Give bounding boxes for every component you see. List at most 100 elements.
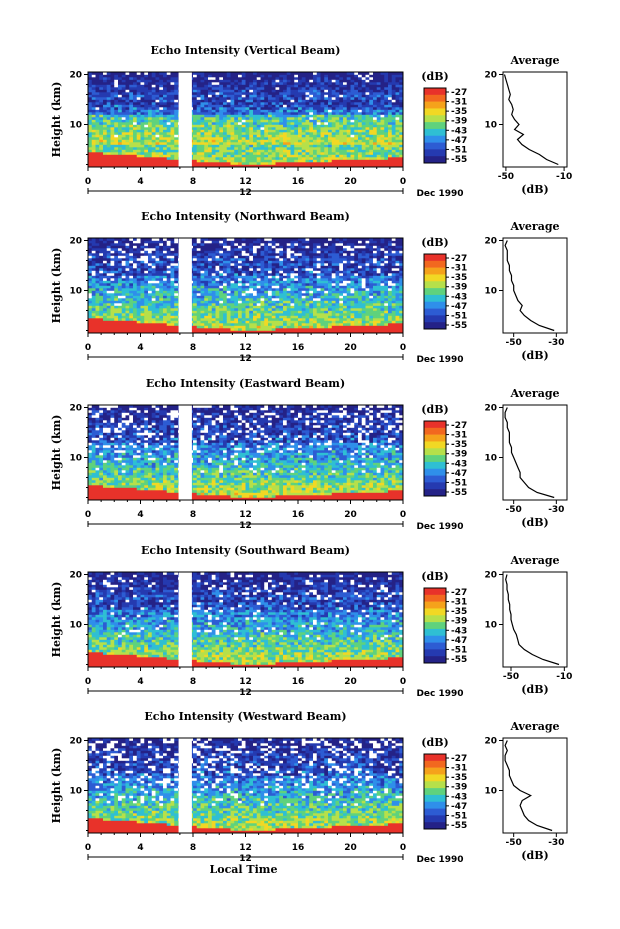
heatmap-cell [144, 99, 149, 103]
heatmap-cell [95, 84, 100, 88]
heatmap-cell [230, 315, 235, 319]
heatmap-cell [324, 127, 329, 130]
heatmap-cell [129, 298, 134, 301]
heatmap-cell [155, 162, 160, 165]
heatmap-cell [290, 124, 295, 128]
heatmap-cell [163, 102, 168, 105]
heatmap-cell [245, 305, 250, 309]
heatmap-cell [174, 132, 179, 135]
heatmap-cell [133, 137, 138, 140]
heatmap-cell [376, 89, 381, 93]
heatmap-cell [309, 109, 314, 113]
heatmap-cell [196, 250, 201, 254]
heatmap-cell [163, 144, 168, 148]
heatmap-cell [125, 92, 130, 95]
heatmap-cell [219, 122, 224, 125]
heatmap-cell [230, 308, 235, 311]
heatmap-cell [324, 157, 329, 160]
heatmap-cell [151, 310, 156, 314]
heatmap-cell [358, 97, 363, 100]
heatmap-cell [320, 124, 325, 128]
heatmap-cell [388, 79, 393, 83]
heatmap-cell [151, 238, 156, 241]
heatmap-cell [125, 114, 130, 118]
heatmap-cell [376, 147, 381, 150]
heatmap-cell [391, 137, 396, 140]
heatmap-cell [376, 102, 381, 105]
heatmap-cell [223, 89, 228, 93]
heatmap-cell [166, 104, 171, 108]
heatmap-cell [144, 134, 149, 138]
heatmap-cell [170, 305, 175, 309]
heatmap-cell [238, 72, 243, 75]
heatmap-cell [279, 154, 284, 158]
heatmap-cell [144, 245, 149, 249]
heatmap-cell [151, 84, 156, 88]
heatmap-cell [391, 142, 396, 145]
heatmap-cell [151, 268, 156, 271]
heatmap-cell [121, 330, 126, 334]
heatmap-cell [264, 84, 269, 88]
heatmap-cell [391, 162, 396, 165]
heatmap-cell [144, 263, 149, 266]
heatmap-cell [174, 288, 179, 291]
heatmap-cell [283, 77, 288, 80]
heatmap-cell [343, 112, 348, 115]
heatmap-cell [159, 243, 164, 246]
heatmap-cell [148, 117, 153, 120]
heatmap-cell [264, 117, 269, 120]
heatmap-cell [215, 275, 220, 279]
heatmap-cell [110, 328, 115, 331]
heatmap-cell [95, 97, 100, 100]
heatmap-cell [245, 107, 250, 110]
heatmap-cell [260, 129, 265, 133]
heatmap-cell [279, 152, 284, 155]
heatmap-cell [279, 127, 284, 130]
heatmap-cell [129, 164, 134, 168]
heatmap-cell [133, 323, 138, 326]
heatmap-cell [253, 320, 258, 324]
heatmap-cell [238, 92, 243, 95]
y-tick-label: 20 [69, 71, 82, 81]
heatmap-cell [234, 149, 239, 153]
panel-2: Echo Intensity (Northward Beam)2010Heigh… [50, 210, 568, 365]
heatmap-cell [140, 102, 145, 105]
heatmap-cell [238, 94, 243, 98]
heatmap-cell [283, 157, 288, 160]
heatmap-cell [129, 87, 134, 90]
heatmap-cell [103, 112, 108, 115]
heatmap-cell [253, 87, 258, 90]
heatmap-cell [208, 122, 213, 125]
heatmap-cell [335, 129, 340, 133]
heatmap-cell [346, 109, 351, 113]
heatmap-cell [166, 325, 171, 329]
heatmap-cell [249, 129, 254, 133]
heatmap-cell [361, 109, 366, 113]
heatmap-cell [200, 134, 205, 138]
heatmap-cell [125, 147, 130, 150]
heatmap-cell [211, 89, 216, 93]
heatmap-cell [264, 109, 269, 113]
heatmap-cell [200, 300, 205, 304]
heatmap-cell [320, 109, 325, 113]
heatmap-cell [388, 107, 393, 110]
heatmap-cell [211, 325, 216, 329]
heatmap-cell [328, 132, 333, 135]
heatmap-cell [125, 320, 130, 324]
heatmap-cell [148, 270, 153, 274]
heatmap-cell [305, 99, 310, 103]
heatmap-cell [369, 107, 374, 110]
heatmap-cell [211, 149, 216, 153]
heatmap-cell [200, 248, 205, 251]
heatmap-cell [245, 288, 250, 291]
heatmap-cell [238, 295, 243, 299]
heatmap-cell [271, 74, 276, 78]
heatmap-cell [110, 315, 115, 319]
heatmap-cell [245, 144, 250, 148]
heatmap-cell [215, 243, 220, 246]
heatmap-cell [200, 305, 205, 309]
heatmap-cell [121, 318, 126, 321]
heatmap-cell [264, 79, 269, 83]
heatmap-cell [256, 79, 261, 83]
heatmap-cell [136, 328, 141, 331]
